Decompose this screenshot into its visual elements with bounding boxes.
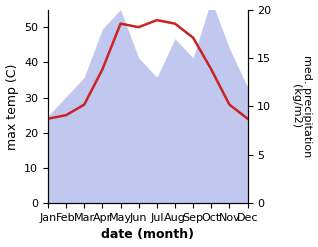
X-axis label: date (month): date (month) [101,228,194,242]
Y-axis label: max temp (C): max temp (C) [5,63,18,149]
Y-axis label: med. precipitation
(kg/m2): med. precipitation (kg/m2) [291,55,313,158]
